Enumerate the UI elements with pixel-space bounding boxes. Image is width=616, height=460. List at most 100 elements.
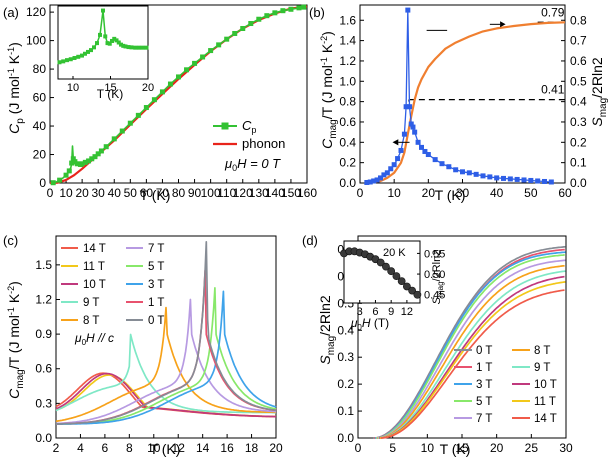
panel-b-label: (b) <box>309 5 325 20</box>
cp-point <box>82 159 88 165</box>
panel-a-inset-xlabel: T (K) <box>97 87 123 101</box>
cmag-point <box>425 152 431 158</box>
inset-cp-point <box>92 45 96 50</box>
inset-cp-point <box>140 45 145 50</box>
panel-d-xtick-label: 10 <box>421 441 435 455</box>
panel-b-left-ytick-label: 0.0 <box>339 176 356 190</box>
cmag-point <box>460 169 465 175</box>
panel-a-xtick-label: 90 <box>188 186 202 200</box>
legend-cp-marker <box>221 122 229 130</box>
panel-c-xtick-label: 4 <box>77 441 84 455</box>
panel-b-left-ytick-label: 1.2 <box>339 54 356 68</box>
inset-xtick-label: 10 <box>67 82 79 94</box>
legend-label: 0 T <box>476 345 492 357</box>
panel-c-ytick-label: 1.2 <box>35 292 52 306</box>
panel-d-ylabel: Smag/2Rln2 <box>317 295 337 364</box>
panel-d-xtick-label: 30 <box>559 441 573 455</box>
panel-a-xtick-label: 160 <box>297 186 317 200</box>
inset-xtick-label: 9 <box>388 306 394 318</box>
legend-label: 9 T <box>534 362 550 374</box>
inset-cp-point <box>112 36 117 41</box>
cmag-point <box>367 179 373 185</box>
curve-3T <box>56 290 277 425</box>
inset-cp-point <box>95 41 99 46</box>
cp-point <box>63 172 69 178</box>
inset-cp-point <box>133 45 138 50</box>
cmag-point <box>408 121 414 127</box>
panel-a-ytick-label: 60 <box>33 91 47 105</box>
panel-a-xlabel: T (K) <box>140 187 171 203</box>
panel-b-xtick-label: 20 <box>422 186 436 200</box>
legend-phonon-label: phonon <box>242 136 285 151</box>
entropy-7T <box>376 259 566 439</box>
panel-a-inset: T (K) 10 15 20 <box>57 5 154 101</box>
cmag-point <box>466 170 472 176</box>
cp-point <box>79 161 85 167</box>
panel-d-xtick-label: 15 <box>455 441 469 455</box>
cmag-point <box>407 104 413 110</box>
entropy-11T <box>379 281 566 439</box>
cp-point <box>159 89 165 95</box>
legend-label: 14 T <box>83 243 106 255</box>
panel-a-ytick-label: 100 <box>26 34 46 48</box>
panel-a-xtick-label: 10 <box>59 186 73 200</box>
panel-a-xtick-label: 50 <box>124 186 138 200</box>
curve-9T <box>55 333 276 414</box>
cp-point <box>256 16 262 22</box>
cp-point <box>74 161 80 167</box>
panel-b-xtick-label: 50 <box>524 186 538 200</box>
cmag-point <box>371 178 377 184</box>
arrow-right-head <box>500 21 506 28</box>
panel-c-xtick-label: 6 <box>102 441 109 455</box>
panel-d-ytick-label: 0.3 <box>337 350 354 364</box>
panel-b-xtick-label: 60 <box>558 186 572 200</box>
cp-point <box>143 105 149 111</box>
cp-point <box>70 156 76 162</box>
inset-frame <box>343 240 421 304</box>
panel-d-legend: 0 T 1 T 3 T 5 T 7 T 8 T 9 T 10 T 11 T 14 T <box>454 345 557 425</box>
cp-point <box>280 8 286 14</box>
panel-d-xtick-label: 25 <box>525 441 539 455</box>
inset-xtick-label: 6 <box>372 306 378 318</box>
cp-point <box>92 154 98 160</box>
cp-point <box>264 13 270 19</box>
panel-c-xtick-label: 2 <box>53 441 60 455</box>
panel-b-right-ytick-label: 0.1 <box>570 156 587 170</box>
cp-point <box>184 67 190 73</box>
panel-a-ytick-label: 20 <box>33 148 47 162</box>
panel-a-xtick-label: 140 <box>265 186 285 200</box>
cp-point <box>200 54 206 60</box>
panel-d: (d) 0510152025300.00.10.20.30.40.50.60.7… <box>302 233 573 457</box>
panel-b-left-ytick-label: 0.8 <box>339 95 356 109</box>
panel-a-label: (a) <box>3 5 19 20</box>
panel-a-xtick-label: 60 <box>140 186 154 200</box>
inset-point <box>392 272 401 281</box>
panel-c-xtick-label: 20 <box>269 441 283 455</box>
cp-point <box>232 30 238 36</box>
inset-cp-point <box>89 48 93 53</box>
panel-a-ytick-label: 120 <box>26 5 46 19</box>
cp-point <box>111 136 117 142</box>
panel-b-left-ytick-label: 1.6 <box>339 13 356 27</box>
panel-d-inset-xlabel: μ0H (T) <box>350 316 389 332</box>
panel-a-xtick-label: 80 <box>172 186 186 200</box>
panel-b-xtick-label: 0 <box>357 186 364 200</box>
legend-label: 11 T <box>83 261 105 273</box>
inset-point <box>397 277 406 285</box>
panel-c-ytick-label: 0.6 <box>35 362 52 376</box>
panel-b-xtick-label: 40 <box>490 186 504 200</box>
inset-cp-point <box>86 49 90 54</box>
inset-cp-point <box>57 60 62 65</box>
inset-cp-point <box>126 45 131 50</box>
cmag-point <box>501 175 506 181</box>
legend-label: 8 T <box>534 345 550 357</box>
cp-point <box>167 81 173 87</box>
cp-point <box>288 6 294 12</box>
cp-point <box>240 25 246 31</box>
panel-a-xtick-label: 100 <box>201 186 221 200</box>
inset-cp-point <box>68 57 73 62</box>
inset-ytick-label: 0.55 <box>424 248 445 260</box>
panel-d-ytick-label: 0.4 <box>337 323 354 337</box>
panel-b-left-ytick-label: 0.4 <box>339 135 356 149</box>
cmag-point <box>521 177 527 183</box>
